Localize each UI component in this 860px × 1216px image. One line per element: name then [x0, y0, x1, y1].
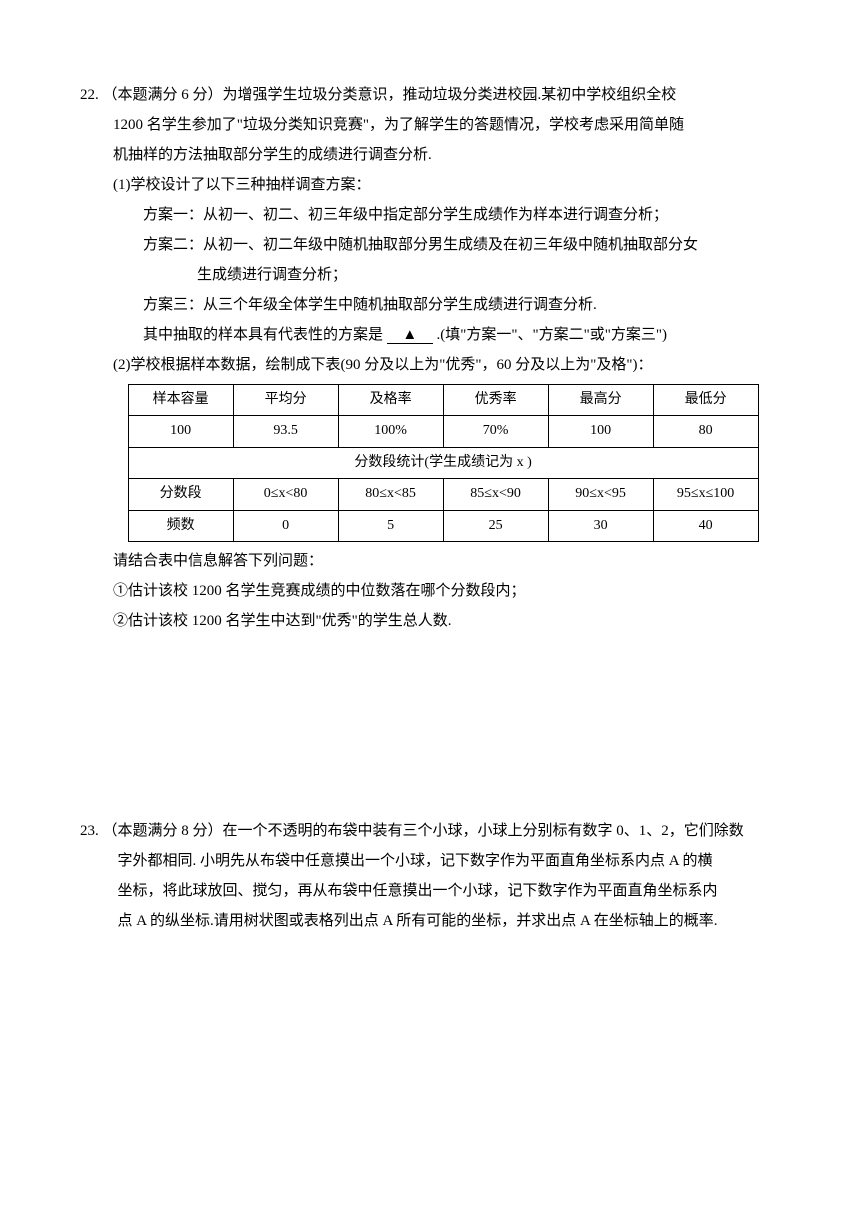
q22-line1: 22. （本题满分 6 分）为增强学生垃圾分类意识，推动垃圾分类进校园.某初中学… — [80, 80, 800, 110]
q22-sub2: ②估计该校 1200 名学生中达到"优秀"的学生总人数. — [80, 606, 800, 636]
td-f1: 0 — [233, 510, 338, 541]
th-min: 最低分 — [653, 385, 758, 416]
q23-line3: 坐标，将此球放回、搅匀，再从布袋中任意摸出一个小球，记下数字作为平面直角坐标系内 — [80, 876, 800, 906]
q22-scheme1: 方案一：从初一、初二、初三年级中指定部分学生成绩作为样本进行调查分析； — [80, 200, 800, 230]
q23-number: 23. — [80, 823, 99, 839]
triangle-icon: ▲ — [402, 327, 417, 343]
td-size: 100 — [128, 416, 233, 447]
td-seg2: 80≤x<85 — [338, 479, 443, 510]
q22-scheme2a: 方案二：从初一、初二年级中随机抽取部分男生成绩及在初三年级中随机抽取部分女 — [80, 230, 800, 260]
td-seg4: 90≤x<95 — [548, 479, 653, 510]
table-row: 分数段 0≤x<80 80≤x<85 85≤x<90 90≤x<95 95≤x≤… — [128, 479, 758, 510]
th-size: 样本容量 — [128, 385, 233, 416]
th-exc: 优秀率 — [443, 385, 548, 416]
q22-scheme2b: 生成绩进行调查分析； — [80, 260, 800, 290]
score-table: 样本容量 平均分 及格率 优秀率 最高分 最低分 100 93.5 100% 7… — [128, 384, 759, 542]
q22-rep-a: 其中抽取的样本具有代表性的方案是 — [143, 327, 383, 343]
q22-line2: 1200 名学生参加了"垃圾分类知识竞赛"，为了解学生的答题情况，学校考虑采用简… — [80, 110, 800, 140]
table-row: 频数 0 5 25 30 40 — [128, 510, 758, 541]
q22-rep-line: 其中抽取的样本具有代表性的方案是 ▲ .(填"方案一"、"方案二"或"方案三") — [80, 320, 800, 350]
td-seg-title: 分数段统计(学生成绩记为 x ) — [128, 447, 758, 478]
th-freq: 频数 — [128, 510, 233, 541]
exam-page: 22. （本题满分 6 分）为增强学生垃圾分类意识，推动垃圾分类进校园.某初中学… — [0, 0, 860, 976]
td-max: 100 — [548, 416, 653, 447]
q22-head: （本题满分 6 分）为增强学生垃圾分类意识，推动垃圾分类进校园.某初中学校组织全… — [103, 87, 677, 103]
question-23: 23. （本题满分 8 分）在一个不透明的布袋中装有三个小球，小球上分别标有数字… — [80, 816, 800, 936]
q22-rep-b: .(填"方案一"、"方案二"或"方案三") — [437, 327, 667, 343]
td-f4: 30 — [548, 510, 653, 541]
td-f3: 25 — [443, 510, 548, 541]
q23-line1: 23. （本题满分 8 分）在一个不透明的布袋中装有三个小球，小球上分别标有数字… — [80, 816, 800, 846]
td-avg: 93.5 — [233, 416, 338, 447]
q23-line2: 字外都相同. 小明先从布袋中任意摸出一个小球，记下数字作为平面直角坐标系内点 A… — [80, 846, 800, 876]
td-exc: 70% — [443, 416, 548, 447]
th-pass: 及格率 — [338, 385, 443, 416]
table-row: 样本容量 平均分 及格率 优秀率 最高分 最低分 — [128, 385, 758, 416]
td-seg1: 0≤x<80 — [233, 479, 338, 510]
question-22: 22. （本题满分 6 分）为增强学生垃圾分类意识，推动垃圾分类进校园.某初中学… — [80, 80, 800, 636]
q22-number: 22. — [80, 87, 99, 103]
th-seg: 分数段 — [128, 479, 233, 510]
q22-part1: (1)学校设计了以下三种抽样调查方案： — [80, 170, 800, 200]
table-row: 100 93.5 100% 70% 100 80 — [128, 416, 758, 447]
th-avg: 平均分 — [233, 385, 338, 416]
td-f5: 40 — [653, 510, 758, 541]
q22-scheme3: 方案三：从三个年级全体学生中随机抽取部分学生成绩进行调查分析. — [80, 290, 800, 320]
th-max: 最高分 — [548, 385, 653, 416]
q22-sub1: ①估计该校 1200 名学生竞赛成绩的中位数落在哪个分数段内； — [80, 576, 800, 606]
td-pass: 100% — [338, 416, 443, 447]
table-row: 分数段统计(学生成绩记为 x ) — [128, 447, 758, 478]
q22-line3: 机抽样的方法抽取部分学生的成绩进行调查分析. — [80, 140, 800, 170]
q22-after: 请结合表中信息解答下列问题： — [80, 546, 800, 576]
q23-line4: 点 A 的纵坐标.请用树状图或表格列出点 A 所有可能的坐标，并求出点 A 在坐… — [80, 906, 800, 936]
td-seg5: 95≤x≤100 — [653, 479, 758, 510]
q22-part2: (2)学校根据样本数据，绘制成下表(90 分及以上为"优秀"，60 分及以上为"… — [80, 350, 800, 380]
q23-head: （本题满分 8 分）在一个不透明的布袋中装有三个小球，小球上分别标有数字 0、1… — [103, 823, 744, 839]
td-f2: 5 — [338, 510, 443, 541]
td-min: 80 — [653, 416, 758, 447]
fill-blank[interactable]: ▲ — [387, 328, 433, 344]
td-seg3: 85≤x<90 — [443, 479, 548, 510]
